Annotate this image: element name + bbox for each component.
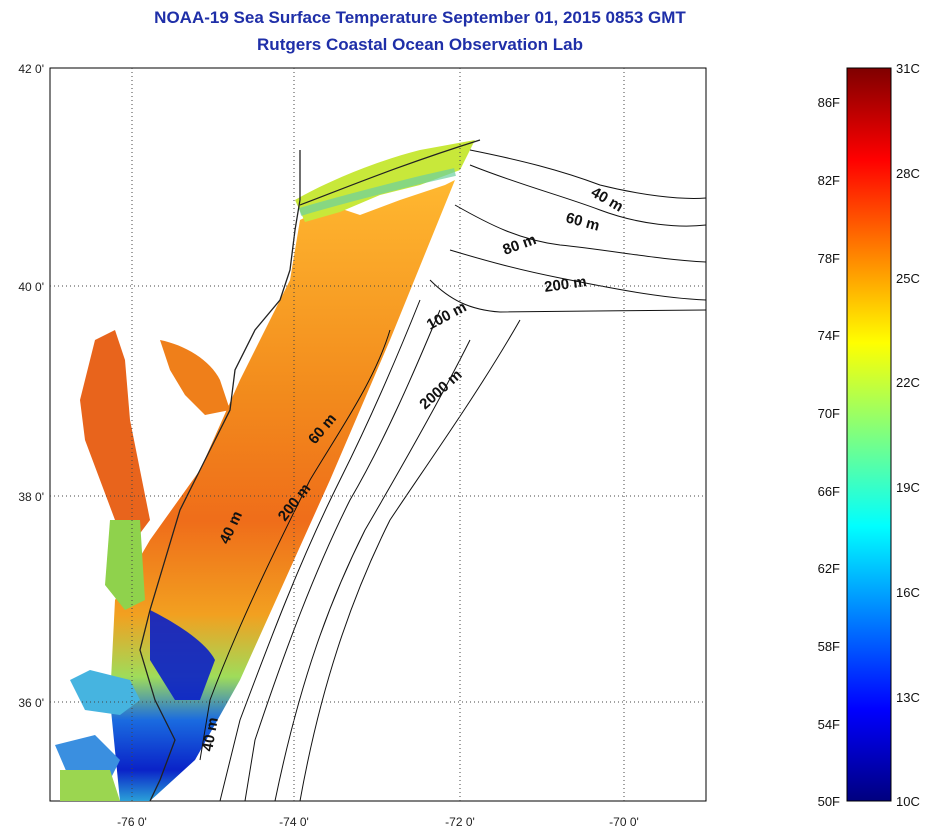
chesapeake-bay-sst — [80, 330, 150, 540]
cb-c-label: 19C — [896, 480, 920, 495]
lon-tick-label: -74 0' — [279, 815, 309, 829]
map-subtitle: Rutgers Coastal Ocean Observation Lab — [257, 35, 583, 54]
cb-c-label: 28C — [896, 166, 920, 181]
cb-f-label: 70F — [818, 406, 840, 421]
lat-tick-label: 42 0' — [18, 62, 44, 76]
depth-label: 40 m — [199, 716, 222, 753]
cb-c-label: 25C — [896, 271, 920, 286]
lat-tick-label: 36 0' — [18, 696, 44, 710]
cb-f-label: 78F — [818, 251, 840, 266]
cb-f-label: 82F — [818, 173, 840, 188]
cb-c-label: 22C — [896, 375, 920, 390]
cb-f-label: 66F — [818, 484, 840, 499]
cb-f-label: 86F — [818, 95, 840, 110]
cb-c-label: 16C — [896, 585, 920, 600]
cb-f-label: 54F — [818, 717, 840, 732]
lon-tick-label: -72 0' — [445, 815, 475, 829]
longitude-ticks: -76 0' -74 0' -72 0' -70 0' — [117, 815, 639, 829]
depth-label: 200 m — [543, 273, 587, 296]
cb-c-label: 31C — [896, 61, 920, 76]
graticule — [50, 68, 706, 801]
lon-tick-label: -70 0' — [609, 815, 639, 829]
cb-f-label: 62F — [818, 561, 840, 576]
cb-f-label: 74F — [818, 328, 840, 343]
delaware-bay-sst — [160, 340, 230, 415]
latitude-ticks: 42 0' 40 0' 38 0' 36 0' — [18, 62, 44, 710]
cb-f-label: 50F — [818, 794, 840, 809]
colorbar-fahrenheit-labels: 50F 54F 58F 62F 66F 70F 74F 78F 82F 86F — [818, 95, 840, 809]
coastline — [139, 150, 301, 801]
depth-contours — [199, 149, 706, 801]
cb-f-label: 58F — [818, 639, 840, 654]
lon-tick-label: -76 0' — [117, 815, 147, 829]
map-title: NOAA-19 Sea Surface Temperature Septembe… — [154, 8, 686, 27]
cb-c-label: 13C — [896, 690, 920, 705]
lat-tick-label: 40 0' — [18, 280, 44, 294]
colorbar — [846, 67, 892, 802]
cb-c-label: 10C — [896, 794, 920, 809]
colorbar-celsius-labels: 10C 13C 16C 19C 22C 25C 28C 31C — [896, 61, 920, 809]
lat-tick-label: 38 0' — [18, 490, 44, 504]
